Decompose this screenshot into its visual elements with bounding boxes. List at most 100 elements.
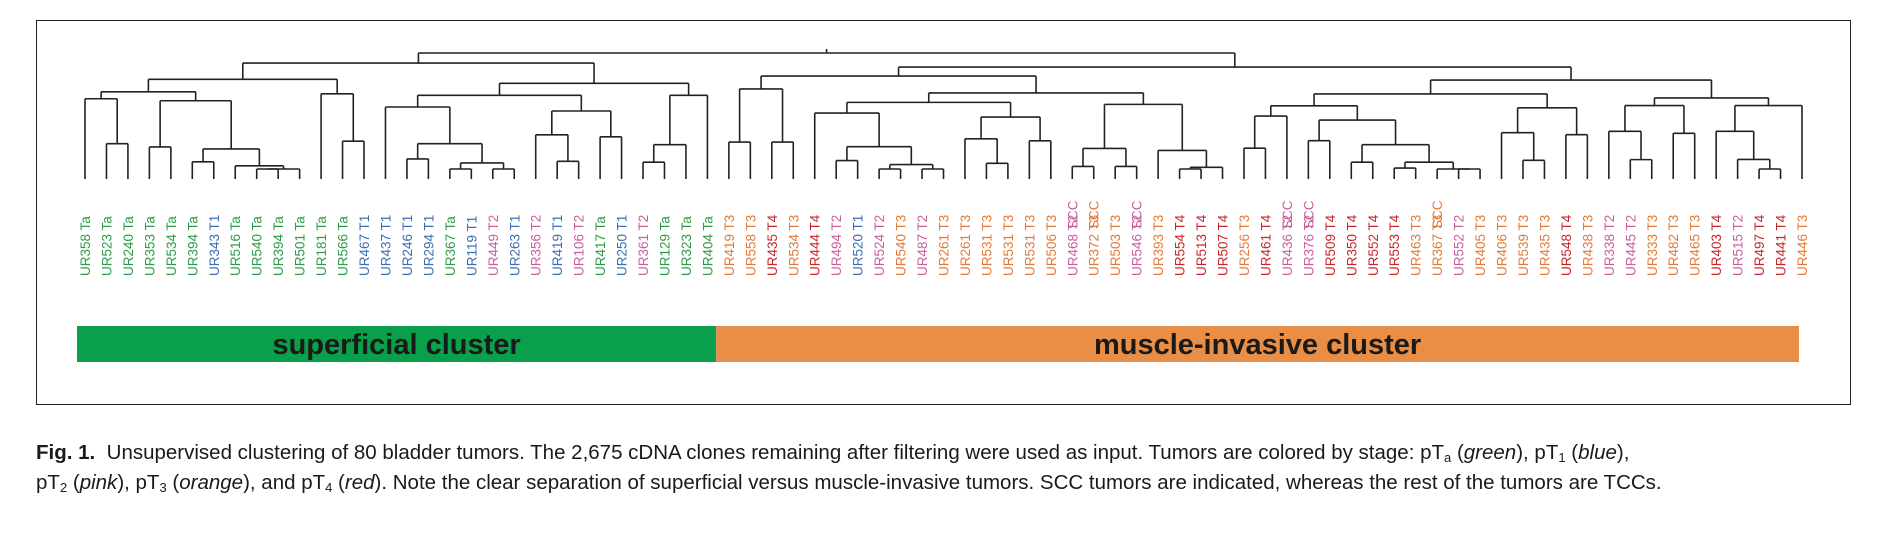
tumor-label: UR507 T4: [1216, 214, 1231, 276]
tumor-label: UR435 T4: [765, 214, 780, 276]
tumor-label: UR405 T3: [1473, 215, 1488, 276]
scc-label: SCC: [1065, 200, 1080, 229]
cluster-bar: [77, 326, 717, 362]
tumor-label: UR467 T1: [357, 215, 372, 276]
tumor-label: UR468 T2: [1065, 215, 1080, 276]
caption-sub: 2: [59, 480, 68, 495]
caption-text: ), pT: [1516, 441, 1559, 464]
tumor-label: UR554 T4: [1173, 214, 1188, 276]
caption-sub: 4: [325, 480, 333, 495]
tumor-label: UR531 T3: [1001, 215, 1016, 276]
tumor-label: UR546 T2: [1130, 215, 1145, 276]
tumor-label: UR482 T3: [1666, 215, 1681, 276]
tumor-label: UR323 Ta: [679, 216, 694, 276]
caption-text: ), and pT: [243, 471, 326, 494]
tumor-label: UR106 T2: [572, 215, 587, 276]
tumor-label: UR445 T2: [1623, 215, 1638, 276]
tumor-label: UR358 Ta: [78, 216, 93, 276]
caption-color-name: green: [1463, 441, 1517, 464]
figure-frame: SCC SCC SCC SCC SCC SCC UR358 Ta UR523 Ta UR240…: [36, 20, 1851, 405]
tumor-label: UR404 Ta: [700, 216, 715, 276]
tumor-label: UR534 T3: [786, 215, 801, 276]
tumor-label: UR372 T3: [1087, 215, 1102, 276]
caption-text: (: [1451, 441, 1464, 464]
caption-text: ),: [1616, 441, 1630, 464]
tumor-label: UR129 Ta: [657, 216, 672, 276]
cluster-label: muscle-invasive cluster: [1094, 329, 1421, 361]
cluster-bars: superficial cluster muscle-invasive clust…: [77, 326, 1799, 362]
tumor-label: UR497 T4: [1752, 214, 1767, 276]
scc-labels: SCC SCC SCC SCC SCC SCC: [1065, 200, 1445, 229]
tumor-label: UR394 Ta: [271, 216, 286, 276]
tumor-label: UR393 T3: [1151, 215, 1166, 276]
tumor-label: UR261 T3: [937, 215, 952, 276]
tumor-label: UR294 T1: [421, 215, 436, 276]
tumor-label: UR509 T4: [1323, 214, 1338, 276]
scc-label: SCC: [1301, 200, 1316, 229]
tumor-label: UR261 T3: [958, 215, 973, 276]
dendrogram: [84, 49, 1803, 179]
tumor-label: UR338 T2: [1602, 215, 1617, 276]
tumor-label: UR353 Ta: [142, 216, 157, 276]
tumor-label: UR534 Ta: [164, 216, 179, 276]
tumor-label: UR435 T3: [1537, 215, 1552, 276]
caption-fig-label: Fig. 1.: [36, 441, 96, 464]
tumor-label: UR501 Ta: [293, 216, 308, 276]
tumor-label: UR539 T3: [1516, 215, 1531, 276]
tumor-label: UR441 T4: [1774, 214, 1789, 276]
tumor-label: UR449 T2: [486, 215, 501, 276]
tumor-label: UR367 T3: [1430, 215, 1445, 276]
tumor-label: UR540 Ta: [250, 216, 265, 276]
tumor-label: UR417 Ta: [593, 216, 608, 276]
tumor-label: UR540 T3: [894, 215, 909, 276]
tumor-label: UR552 T2: [1452, 215, 1467, 276]
tumor-label: UR367 Ta: [443, 216, 458, 276]
tumor-label: UR250 T1: [615, 215, 630, 276]
tumor-label: UR513 T4: [1194, 214, 1209, 276]
tumor-label: UR463 T3: [1409, 215, 1424, 276]
tumor-label: UR558 T3: [743, 215, 758, 276]
tumor-label: UR531 T3: [979, 215, 994, 276]
tumor-labels: UR358 Ta UR523 Ta UR240 Ta UR353 Ta UR534 Ta…: [78, 214, 1810, 276]
tumor-label: UR343 T1: [207, 215, 222, 276]
tumor-label: UR394 Ta: [185, 216, 200, 276]
caption-color-name: blue: [1578, 441, 1617, 464]
caption-text: ), pT: [117, 471, 160, 494]
tumor-label: UR419 T1: [550, 215, 565, 276]
tumor-label: UR406 T3: [1495, 215, 1510, 276]
tumor-label: UR553 T4: [1387, 214, 1402, 276]
cluster-label: superficial cluster: [272, 329, 520, 361]
tumor-label: UR524 T2: [872, 215, 887, 276]
caption-sub: 3: [159, 480, 167, 495]
tumor-label: UR506 T3: [1044, 215, 1059, 276]
caption-text: Unsupervised clustering of 80 bladder tu…: [106, 441, 1445, 464]
tumor-label: UR494 T2: [829, 215, 844, 276]
tumor-label: UR446 T3: [1795, 215, 1810, 276]
tumor-label: UR333 T3: [1645, 215, 1660, 276]
caption-text: (: [166, 471, 180, 494]
caption-text: (: [1565, 441, 1579, 464]
scc-label: SCC: [1280, 200, 1295, 229]
tumor-label: UR119 T1: [464, 216, 479, 276]
caption-color-name: orange: [179, 471, 244, 494]
tumor-label: UR256 T3: [1237, 215, 1252, 276]
tumor-label: UR350 T4: [1344, 214, 1359, 276]
scc-label: SCC: [1087, 200, 1102, 229]
tumor-label: UR548 T4: [1559, 214, 1574, 276]
tumor-label: UR516 Ta: [228, 216, 243, 276]
cluster-bar: [716, 326, 1799, 362]
tumor-label: UR437 T1: [378, 215, 393, 276]
tumor-label: UR376 T2: [1301, 215, 1316, 276]
tumor-label: UR403 T4: [1709, 214, 1724, 276]
tumor-label: UR436 T2: [1280, 215, 1295, 276]
tumor-label: UR515 T2: [1731, 215, 1746, 276]
caption-text: (: [67, 471, 80, 494]
tumor-label: UR461 T4: [1258, 214, 1273, 276]
scc-label: SCC: [1430, 200, 1445, 229]
tumor-label: UR263 T1: [507, 215, 522, 276]
tumor-label: UR465 T3: [1688, 215, 1703, 276]
caption-text: pT: [36, 471, 60, 494]
tumor-label: UR503 T3: [1108, 215, 1123, 276]
caption-sub: 1: [1558, 450, 1566, 465]
tumor-label: UR419 T3: [722, 215, 737, 276]
